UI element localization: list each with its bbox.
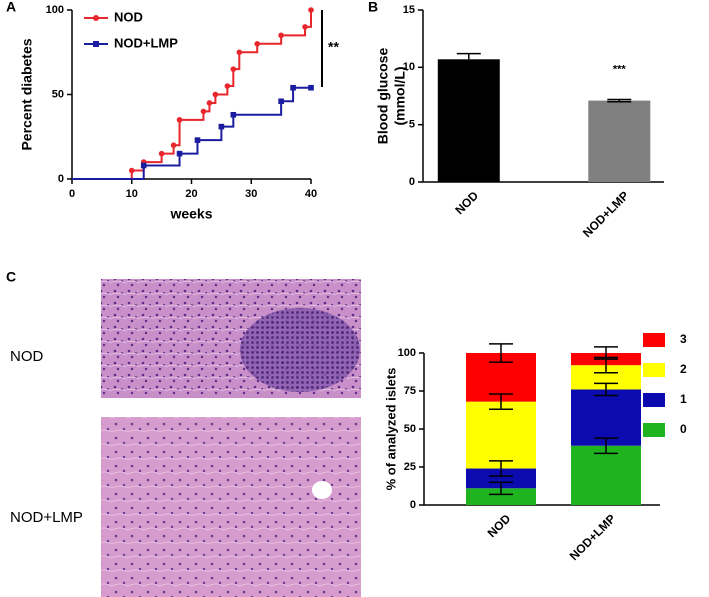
legend-swatch (643, 333, 665, 347)
x-tick-label: 20 (185, 188, 197, 200)
bar-segment (571, 389, 641, 446)
x-axis-label: weeks (169, 206, 212, 222)
y-tick-label: 0 (409, 176, 415, 188)
x-tick-label: NOD (452, 188, 481, 217)
marker (218, 123, 225, 130)
legend-label: 3 (680, 332, 687, 346)
histology-images (101, 279, 361, 597)
annotation: ** (328, 39, 339, 55)
marker (278, 98, 284, 105)
y-axis-label: Blood glucose (375, 48, 391, 145)
error-bar (594, 437, 618, 455)
marker (230, 66, 237, 72)
x-tick-label: 40 (305, 188, 317, 200)
legend-label: NOD+LMP (114, 35, 178, 50)
marker (302, 24, 308, 30)
error-bar (607, 98, 632, 103)
y-axis-label: % of analyzed islets (383, 368, 398, 491)
legend-swatch (643, 393, 665, 407)
legend-swatch (643, 363, 665, 377)
error-bar (594, 346, 618, 360)
step-line (72, 86, 311, 180)
x-tick-label: NOD+LMP (567, 511, 619, 563)
y-tick-label: 5 (409, 119, 415, 131)
marker (206, 100, 213, 106)
legend-marker (93, 15, 99, 21)
y-tick-label: 25 (404, 461, 416, 473)
marker (236, 49, 243, 56)
legend-marker (93, 41, 99, 47)
error-bar (489, 460, 513, 477)
marker (278, 32, 284, 39)
y-tick-label: 75 (404, 385, 416, 397)
step-line (72, 10, 312, 180)
y-tick-label: 0 (58, 173, 64, 185)
panel-label: C (6, 269, 16, 285)
y-axis-label: (mmol/L) (392, 66, 408, 125)
image-nod-lmp (101, 417, 361, 597)
x-tick-label: 0 (69, 188, 75, 200)
x-tick-label: NOD (485, 511, 514, 540)
image-label: NOD (10, 348, 44, 365)
x-tick-label: 10 (126, 188, 138, 200)
marker (128, 167, 135, 174)
bar (588, 100, 651, 182)
error-bar (594, 382, 618, 397)
vessel (312, 481, 332, 499)
image-label: NOD+LMP (10, 509, 83, 526)
marker (170, 142, 177, 148)
marker (254, 41, 261, 47)
legend-label: NOD (114, 9, 143, 24)
y-axis-label: Percent diabetes (19, 38, 35, 150)
error-bar (456, 52, 481, 66)
marker (230, 111, 237, 118)
marker (224, 83, 231, 89)
legend-label: 1 (680, 392, 687, 406)
bar-segment (466, 488, 536, 505)
y-tick-label: 0 (410, 499, 416, 511)
marker (308, 7, 314, 13)
legend-swatch (643, 423, 665, 437)
x-tick-label: 30 (245, 188, 257, 200)
error-bar (489, 481, 513, 496)
error-bar (489, 393, 513, 410)
infiltrate (240, 308, 360, 392)
y-tick-label: 50 (52, 88, 64, 100)
x-tick-label: NOD+LMP (580, 188, 632, 240)
y-tick-label: 10 (403, 61, 415, 73)
marker (194, 137, 201, 143)
bar-segment (466, 468, 536, 489)
error-bar (489, 343, 513, 363)
y-tick-label: 100 (398, 347, 416, 359)
marker (176, 150, 183, 157)
marker (140, 162, 147, 169)
marker (290, 84, 296, 91)
legend-label: 2 (680, 362, 687, 376)
marker (200, 108, 207, 115)
panel-label: A (6, 0, 16, 15)
bar (437, 59, 500, 182)
y-tick-label: 50 (404, 423, 416, 435)
y-tick-label: 100 (46, 4, 64, 16)
panel-label: B (368, 0, 378, 15)
marker (176, 117, 183, 123)
y-tick-label: 15 (403, 4, 415, 16)
bar-segment (466, 401, 536, 469)
legend-label: 0 (680, 422, 687, 436)
bar-segment (571, 445, 641, 505)
annotation: *** (613, 63, 627, 75)
marker (308, 84, 314, 91)
marker (212, 91, 219, 98)
marker (158, 150, 165, 157)
